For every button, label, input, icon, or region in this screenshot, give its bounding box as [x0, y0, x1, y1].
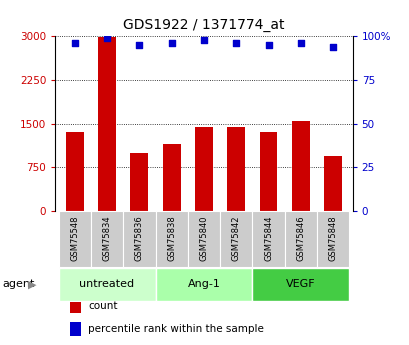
Bar: [123, 211, 155, 267]
Point: [329, 44, 336, 49]
Text: ▶: ▶: [28, 279, 36, 289]
Bar: [252, 267, 348, 301]
Point: [232, 40, 239, 46]
Bar: [70, 322, 81, 336]
Text: percentile rank within the sample: percentile rank within the sample: [88, 324, 263, 334]
Point: [168, 40, 175, 46]
Point: [200, 37, 207, 42]
Bar: [324, 156, 341, 211]
Text: count: count: [88, 301, 117, 311]
Bar: [58, 211, 91, 267]
Point: [103, 35, 110, 41]
Point: [297, 40, 303, 46]
Bar: [227, 127, 245, 211]
Text: GSM75848: GSM75848: [328, 216, 337, 261]
Text: GSM75834: GSM75834: [102, 216, 111, 261]
Bar: [291, 121, 309, 211]
Text: untreated: untreated: [79, 279, 134, 289]
Bar: [259, 132, 277, 211]
Bar: [155, 211, 187, 267]
Text: GSM75548: GSM75548: [70, 216, 79, 261]
Bar: [187, 211, 220, 267]
Bar: [316, 211, 348, 267]
Text: Ang-1: Ang-1: [187, 279, 220, 289]
Bar: [195, 127, 212, 211]
Bar: [66, 132, 83, 211]
Text: GSM75844: GSM75844: [263, 216, 272, 261]
Point: [265, 42, 271, 48]
Bar: [91, 211, 123, 267]
Bar: [130, 153, 148, 211]
Text: GSM75836: GSM75836: [135, 216, 144, 262]
Text: GSM75840: GSM75840: [199, 216, 208, 261]
Bar: [70, 299, 81, 313]
Text: GSM75842: GSM75842: [231, 216, 240, 261]
Point: [136, 42, 142, 48]
Bar: [98, 37, 116, 211]
Bar: [58, 267, 155, 301]
Text: agent: agent: [2, 279, 34, 289]
Text: GSM75838: GSM75838: [167, 216, 176, 262]
Bar: [252, 211, 284, 267]
Title: GDS1922 / 1371774_at: GDS1922 / 1371774_at: [123, 18, 284, 32]
Bar: [162, 144, 180, 211]
Text: GSM75846: GSM75846: [296, 216, 305, 261]
Text: VEGF: VEGF: [285, 279, 315, 289]
Bar: [284, 211, 316, 267]
Bar: [155, 267, 252, 301]
Bar: [220, 211, 252, 267]
Point: [71, 40, 78, 46]
